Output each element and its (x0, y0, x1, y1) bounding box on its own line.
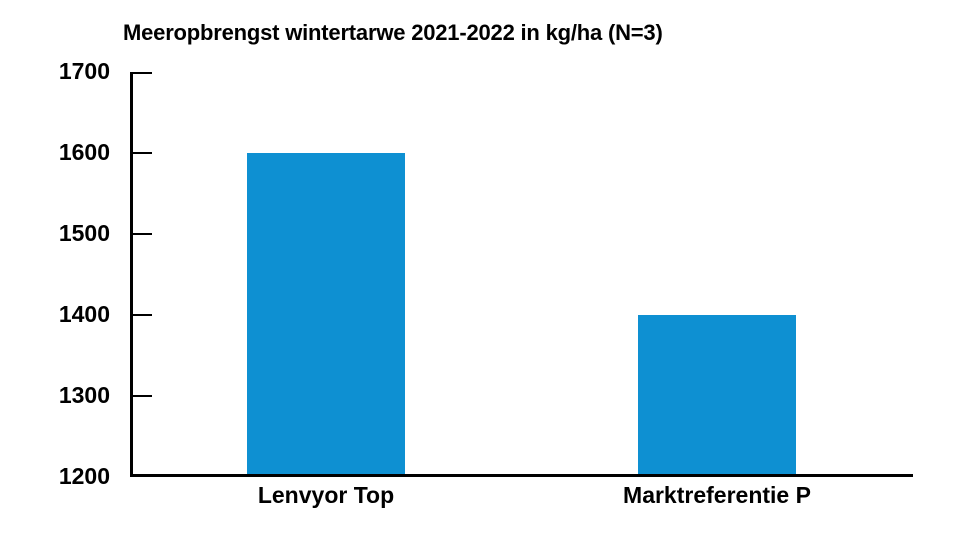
plot-area (130, 72, 913, 477)
bar-marktreferentie-p (638, 315, 796, 474)
y-tick-mark (133, 72, 152, 74)
y-tick-mark (133, 314, 152, 316)
y-tick-label: 1700 (58, 58, 110, 84)
y-tick-label: 1400 (58, 301, 110, 327)
x-axis-label: Marktreferentie P (623, 482, 811, 508)
bar-lenvyor-top (247, 153, 405, 474)
y-tick-mark (133, 233, 152, 235)
y-axis-line (130, 72, 133, 477)
chart-title: Meeropbrengst wintertarwe 2021-2022 in k… (123, 20, 663, 45)
y-tick-label: 1200 (58, 463, 110, 489)
y-tick-mark (133, 152, 152, 154)
x-axis-line (130, 474, 913, 477)
y-tick-label: 1600 (58, 139, 110, 165)
y-tick-label: 1500 (58, 220, 110, 246)
x-axis-label: Lenvyor Top (257, 482, 395, 508)
y-tick-label: 1300 (58, 382, 110, 408)
y-tick-mark (133, 395, 152, 397)
